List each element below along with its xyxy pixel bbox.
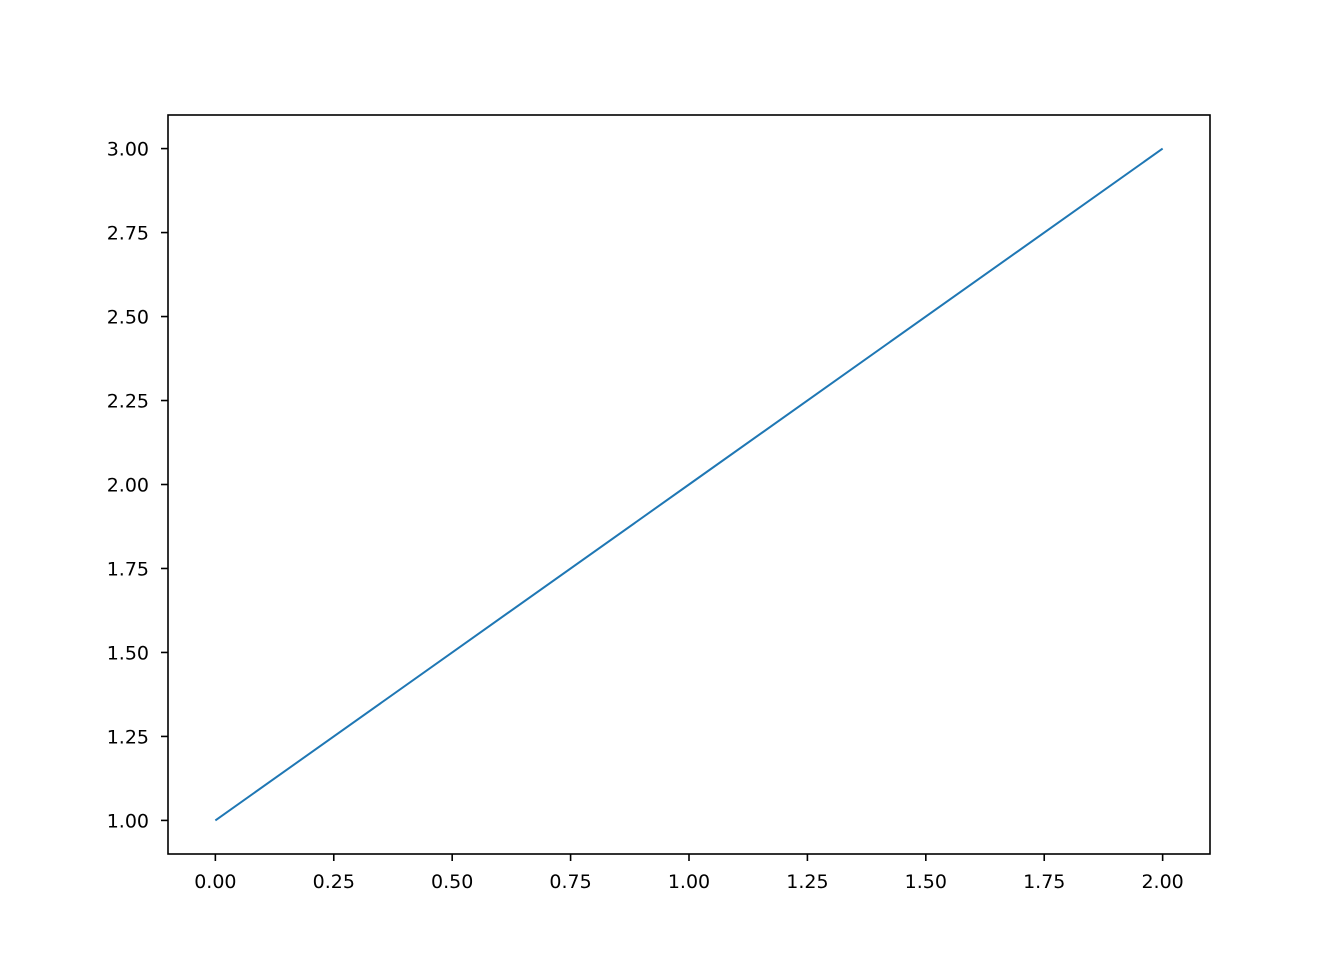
x-tick-label: 1.00 [668,871,710,893]
y-tick-label: 2.75 [107,223,149,245]
y-tick-label: 1.00 [107,810,149,832]
series-layer [214,147,1164,822]
y-tick-label: 2.50 [107,307,149,329]
y-tick-label: 2.25 [107,391,149,413]
y-axis: 1.00 1.25 1.50 1.75 2.00 2.25 2.50 2.75 3.00 [107,139,168,832]
x-tick-label: 0.25 [313,871,355,893]
series-line-0 [214,147,1164,822]
x-axis: 0.00 0.25 0.50 0.75 1.00 1.25 1.50 1.75 2.00 [194,854,1184,893]
x-tick-label: 0.00 [194,871,236,893]
y-tick-label: 1.25 [107,726,149,748]
y-tick-label: 3.00 [107,139,149,161]
x-tick-label: 1.25 [786,871,828,893]
y-tick-label: 1.50 [107,642,149,664]
x-tick-label: 2.00 [1141,871,1183,893]
y-tick-label: 1.75 [107,558,149,580]
x-tick-label: 1.50 [905,871,947,893]
x-tick-label: 0.75 [549,871,591,893]
y-tick-label: 2.00 [107,475,149,497]
x-tick-label: 0.50 [431,871,473,893]
x-tick-label: 1.75 [1023,871,1065,893]
